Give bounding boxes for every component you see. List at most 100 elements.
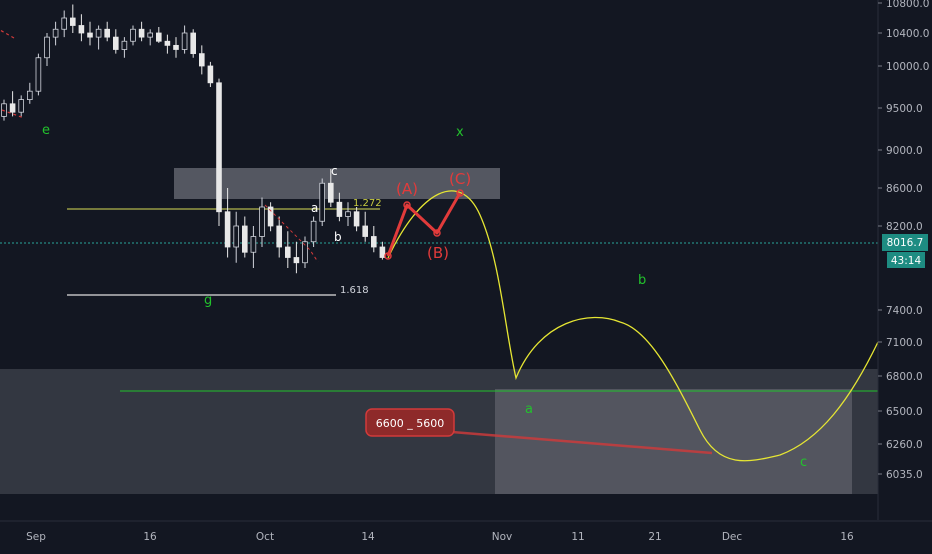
candle-body	[121, 40, 128, 50]
candle-body	[52, 28, 59, 38]
abc-point-b	[433, 229, 441, 237]
candle-body	[310, 220, 317, 243]
candle-body	[181, 32, 188, 50]
candle-body	[155, 32, 162, 42]
abc-point-start	[384, 252, 392, 260]
candle-body	[70, 17, 76, 26]
wave-label-proj-c: c	[800, 455, 807, 470]
price-tick-label: 7400.0	[886, 305, 923, 317]
price-tick-label: 6500.0	[886, 406, 923, 418]
price-tick-label: 10000.0	[886, 61, 929, 73]
candle-body	[379, 246, 386, 258]
candle-body	[138, 28, 145, 38]
candle-body	[61, 17, 67, 30]
time-tick: 16	[143, 531, 157, 543]
time-tick: 16	[840, 531, 854, 543]
candle-body	[173, 44, 179, 50]
countdown-value: 43:14	[891, 255, 922, 267]
price-tick-label: 8200.0	[886, 221, 923, 233]
target-callout-box	[365, 408, 455, 437]
wave-label-cap-b: (B)	[427, 244, 449, 262]
wave-label-cap-c: (C)	[449, 170, 471, 188]
time-tick: Oct	[256, 531, 274, 543]
candle-body	[250, 236, 257, 253]
candle-body	[327, 182, 334, 203]
wave-label-e: e	[42, 123, 50, 138]
candle-body	[164, 40, 171, 46]
price-tick-label: 7100.0	[886, 337, 923, 349]
candle-body	[241, 225, 248, 253]
price-tick-label: 9000.0	[886, 145, 923, 157]
candlestick-series	[1, 4, 386, 274]
wave-label-cap-a: (A)	[396, 180, 418, 198]
wave-label-small-c: c	[331, 164, 338, 178]
current-price-value: 8016.7	[887, 237, 924, 249]
candle-body	[267, 206, 274, 227]
candle-body	[336, 201, 343, 217]
dashed-channel-top	[0, 29, 15, 39]
time-tick: 11	[571, 531, 584, 543]
wave-label-proj-a: a	[525, 402, 533, 417]
time-tick: Sep	[26, 531, 46, 543]
target-callout-label: 6600 _ 5600	[376, 417, 444, 430]
price-axis[interactable]: 10800.0 10400.0 10000.0 9500.0 9000.0 8600.0 8…	[878, 0, 929, 481]
fib-label-1272: 1.272	[353, 198, 382, 209]
fib-label-1618: 1.618	[340, 285, 369, 296]
candle-body	[44, 36, 50, 59]
candle-body	[9, 103, 16, 113]
candle-body	[190, 32, 197, 55]
wave-label-g: g	[204, 293, 212, 308]
target-callout-pointer	[451, 430, 713, 455]
price-tick-label: 8600.0	[886, 183, 923, 195]
countdown-badge	[887, 252, 925, 268]
price-tick-label: 6800.0	[886, 371, 923, 383]
candle-body	[293, 257, 300, 264]
candle-body	[370, 236, 377, 248]
time-tick: 14	[361, 531, 375, 543]
candle-body	[302, 241, 308, 264]
candle-body	[113, 36, 119, 50]
abc-zigzag	[386, 192, 462, 257]
candle-body	[216, 82, 222, 213]
candle-body	[26, 90, 33, 100]
time-tick: Nov	[492, 531, 513, 543]
dashed-channel-bottom	[1, 109, 25, 119]
candle-body	[362, 225, 368, 237]
resistance-zone	[174, 168, 500, 199]
wave-label-small-b: b	[334, 230, 342, 244]
price-tick-label: 10400.0	[886, 28, 929, 40]
current-price-badge	[882, 234, 928, 251]
candle-body	[87, 32, 93, 38]
candle-body	[198, 53, 205, 67]
candle-body	[95, 28, 102, 38]
projected-path	[387, 190, 879, 462]
support-zone-inner	[495, 389, 852, 494]
candle-body	[18, 99, 24, 113]
time-tick: 21	[648, 531, 661, 543]
price-tick-label: 6260.0	[886, 439, 923, 451]
candle-body	[353, 211, 360, 227]
candle-body	[233, 225, 240, 248]
price-tick-label: 10800.0	[886, 0, 929, 10]
candle-body	[319, 182, 325, 222]
candle-body	[224, 211, 231, 248]
candle-body	[130, 28, 136, 42]
candle-body	[78, 25, 85, 34]
candle-body	[284, 246, 291, 258]
time-axis[interactable]: Sep 16 Oct 14 Nov 11 21 Dec 16	[26, 531, 854, 543]
price-tick-label: 6035.0	[886, 469, 923, 481]
candle-body	[35, 57, 42, 92]
candle-body	[104, 28, 111, 38]
candle-body	[259, 206, 265, 237]
candle-body	[345, 211, 351, 217]
candle-body	[276, 225, 282, 248]
price-tick-label: 9500.0	[886, 103, 923, 115]
abc-point-c	[456, 189, 464, 197]
wave-label-small-a: a	[311, 201, 318, 215]
wave-label-x: x	[456, 125, 464, 140]
dashed-channel-oct	[264, 204, 319, 263]
time-tick: Dec	[722, 531, 743, 543]
candle-body	[147, 32, 154, 38]
candle-body	[207, 65, 214, 84]
